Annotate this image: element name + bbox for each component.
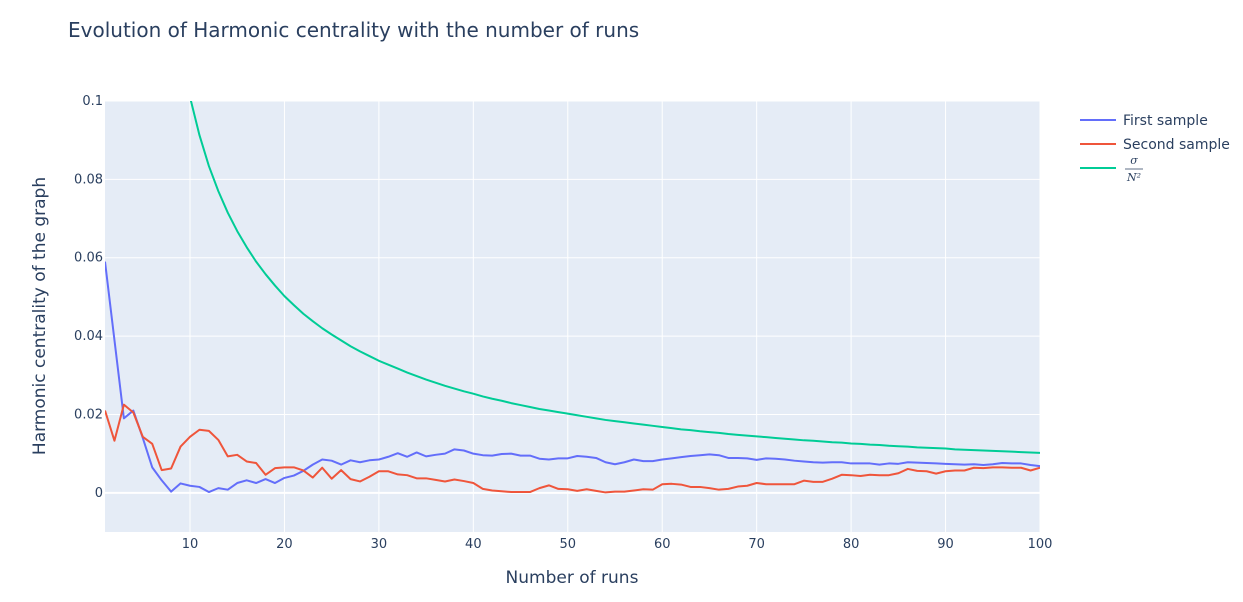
y-tick-label: 0.02 [74, 407, 103, 422]
legend-item-2[interactable]: Second sample [1080, 137, 1230, 153]
gridlines [105, 100, 1041, 532]
y-tick-label: 0.06 [74, 251, 103, 266]
x-axis-ticks: 10 20 30 40 50 60 70 80 90 100 [182, 537, 1053, 552]
x-tick-label: 70 [748, 537, 765, 552]
series-lines [105, 101, 1040, 494]
legend-fraction-denominator: N² [1126, 171, 1141, 184]
x-tick-label: 90 [937, 537, 954, 552]
x-tick-label: 10 [182, 537, 199, 552]
legend-label: First sample [1123, 113, 1208, 129]
y-tick-label: 0.04 [74, 329, 103, 344]
x-tick-label: 50 [560, 537, 577, 552]
y-axis-title: Harmonic centrality of the graph [30, 177, 50, 455]
y-tick-label: 0.1 [82, 94, 103, 109]
legend-item-1[interactable]: First sample [1080, 113, 1208, 129]
x-tick-label: 20 [276, 537, 293, 552]
chart-title: Evolution of Harmonic centrality with th… [68, 18, 639, 42]
plot-background [105, 101, 1040, 532]
legend-fraction-numerator: σ [1130, 154, 1138, 167]
legend-item-3[interactable]: σ N² [1080, 154, 1143, 184]
x-tick-label: 100 [1028, 537, 1053, 552]
series-line-3 [189, 101, 1040, 454]
legend-label: Second sample [1123, 137, 1230, 153]
series-line-1 [105, 261, 1040, 494]
x-tick-label: 30 [371, 537, 388, 552]
x-tick-label: 80 [843, 537, 860, 552]
x-tick-label: 60 [654, 537, 671, 552]
y-axis-ticks: 0 0.02 0.04 0.06 0.08 0.1 [74, 94, 103, 501]
x-axis-title: Number of runs [506, 568, 639, 588]
series-line-2 [105, 403, 1040, 494]
y-tick-label: 0.08 [74, 172, 103, 187]
y-tick-label: 0 [95, 486, 103, 501]
x-tick-label: 40 [465, 537, 482, 552]
